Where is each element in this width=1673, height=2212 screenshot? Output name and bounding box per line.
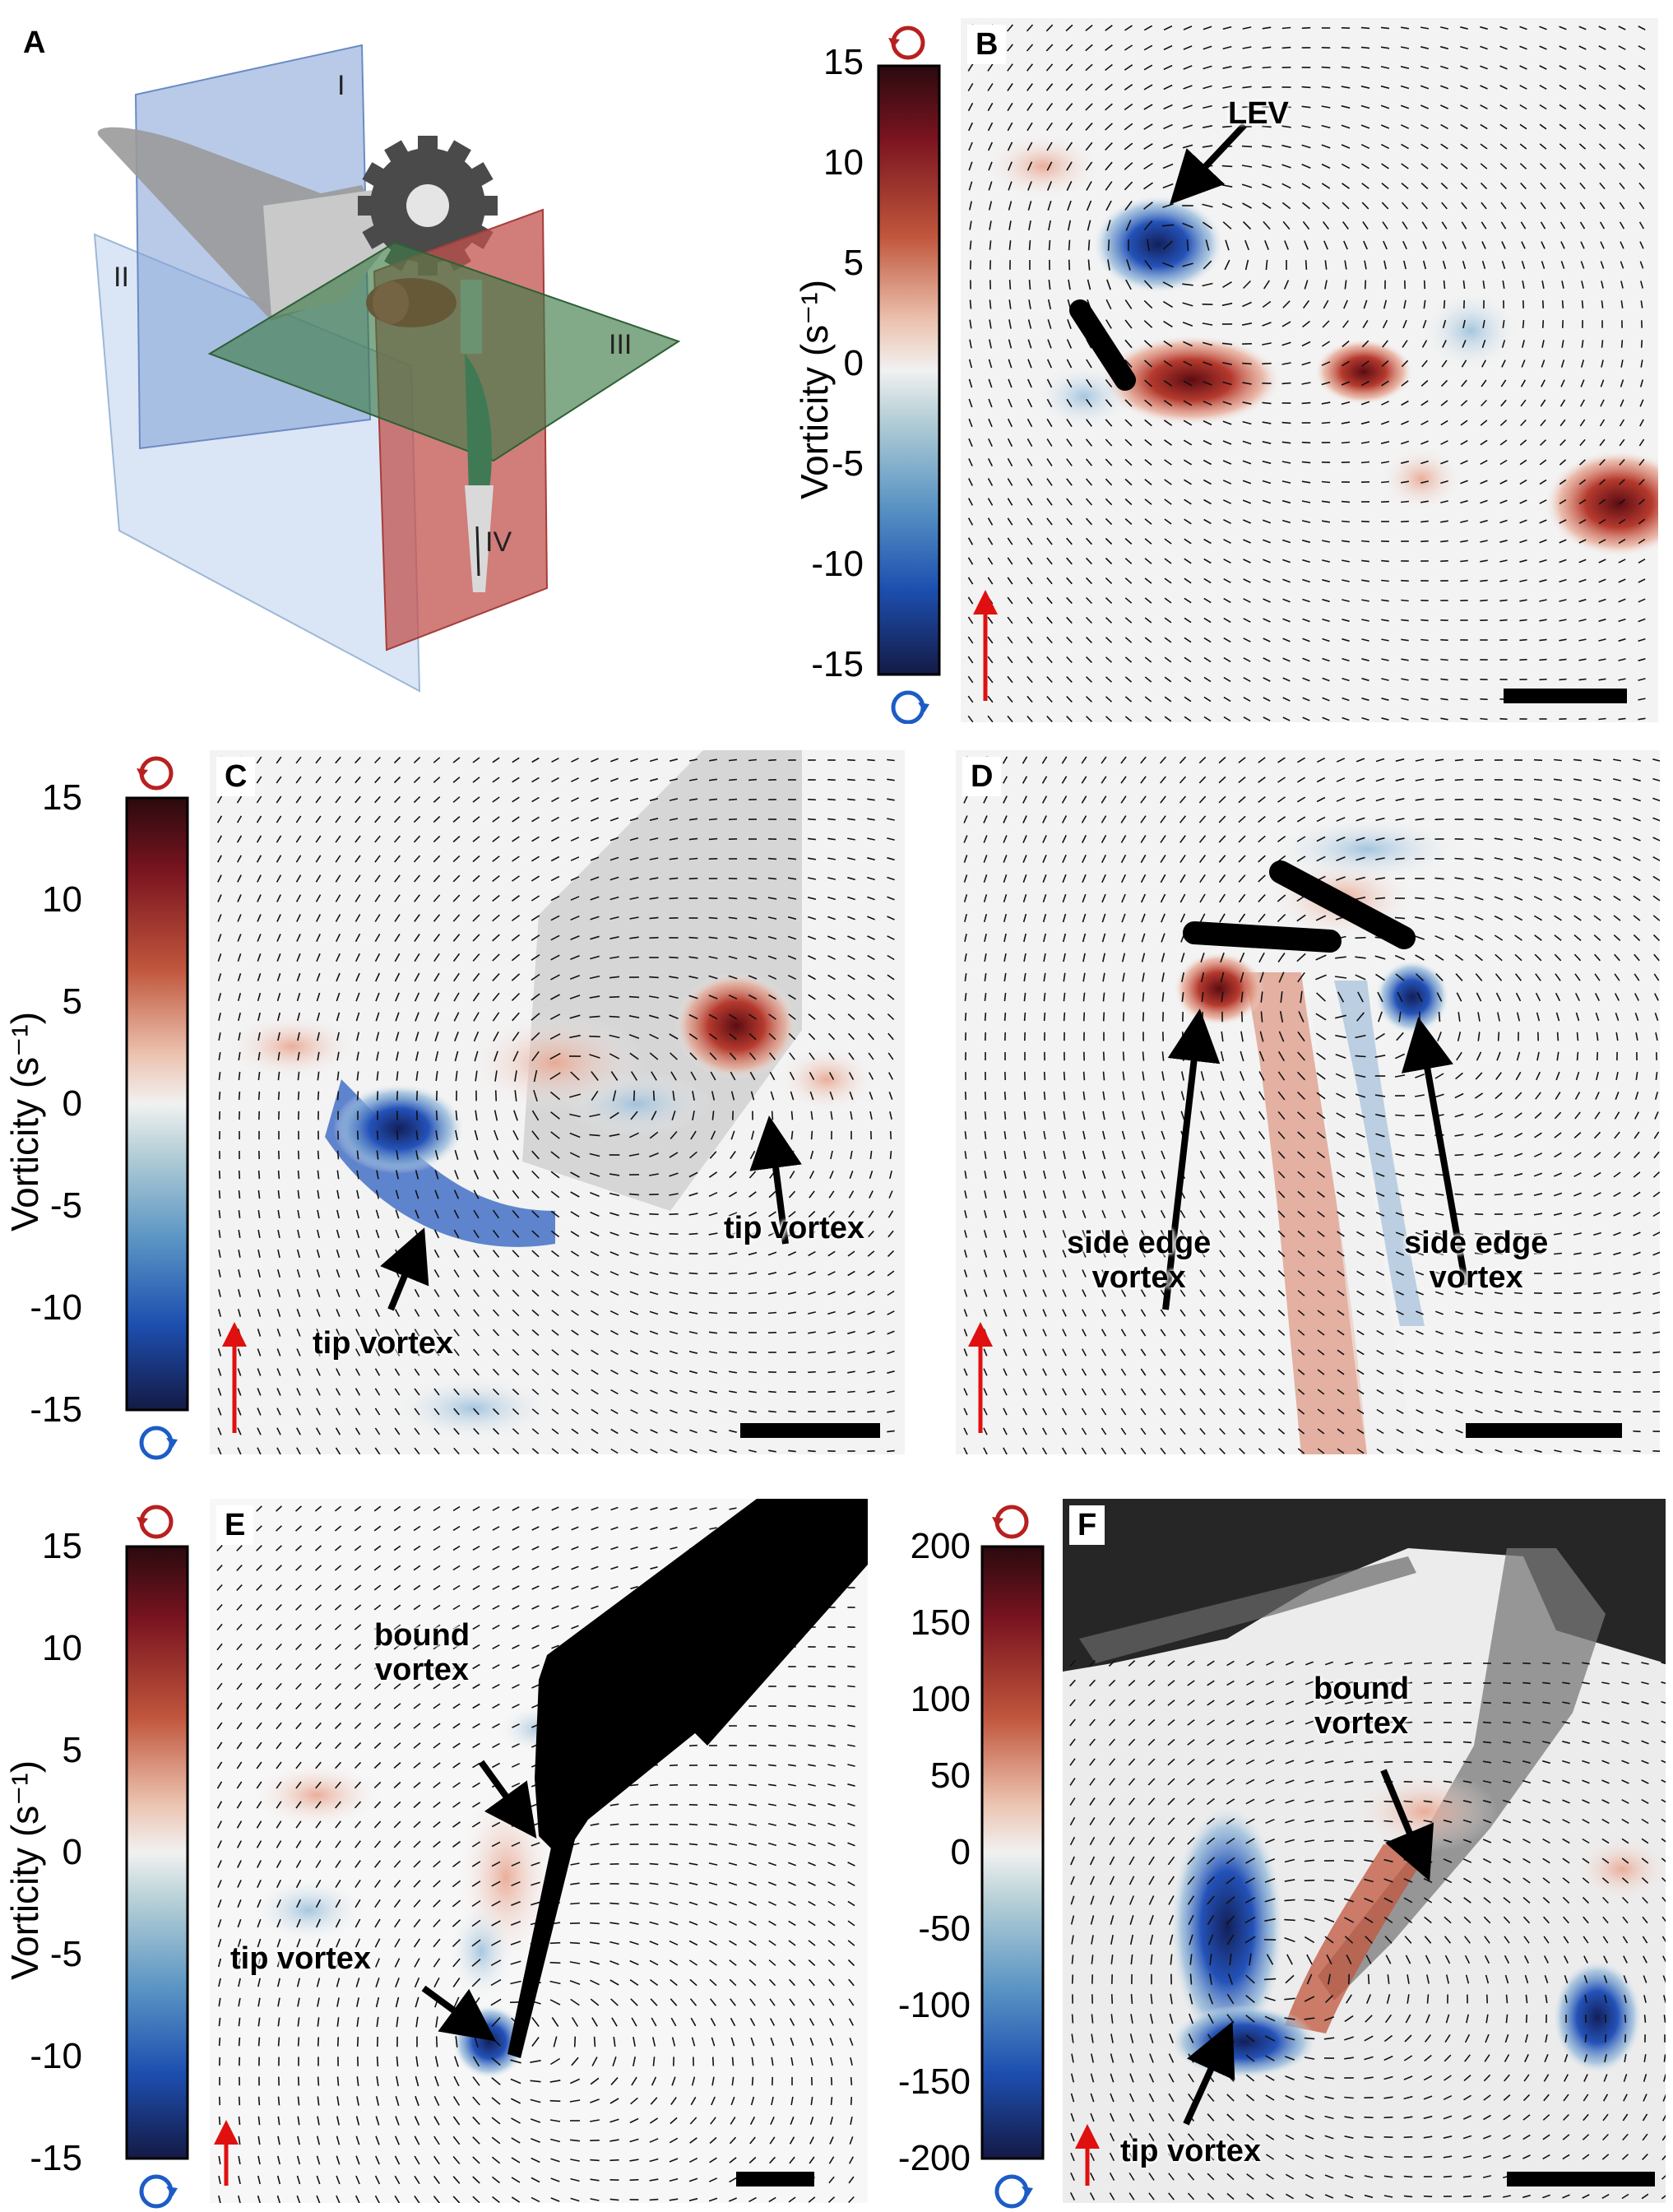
colorbar-tick-e-3: 0: [62, 1832, 82, 1872]
colorbar-tick-f-5: -50: [918, 1908, 971, 1949]
colorbar-tick-c-4: -5: [49, 1185, 82, 1226]
clockwise-rotation-icon: [891, 26, 925, 44]
colorbar-tick-f-8: -200: [897, 2138, 971, 2178]
colorbar-tick-e-6: -15: [30, 2138, 82, 2178]
annotation-tip-vortex-right: tip vortex: [724, 1211, 865, 1245]
panel-letter-a: A: [23, 26, 46, 60]
scale-bar-b: [1504, 689, 1627, 703]
panel-letter-f: F: [1069, 1505, 1105, 1545]
vector-layer-b: [967, 24, 1646, 722]
annotation-lev: LEV: [1228, 96, 1289, 131]
colorbar-tick-e-4: -5: [49, 1934, 82, 1974]
counterclockwise-rotation-icon: [891, 690, 925, 708]
colorbar-tick-b-4: -5: [831, 443, 864, 484]
panel-letter-e: E: [216, 1505, 254, 1545]
plane-label-iv: IV: [485, 526, 512, 558]
colorbar-tick-b-1: 10: [823, 142, 864, 183]
colorbar-tick-f-3: 50: [930, 1755, 971, 1796]
robot-arm-silhouette: [535, 1499, 868, 1853]
flow-field-c: C tip vortex tip vortex: [210, 750, 905, 1454]
annotation-tip-vortex-left: tip vortex: [313, 1326, 454, 1361]
plane-label-i: I: [337, 70, 345, 101]
panel-e: Vorticity (s⁻¹) 15 10 5 0 -5 -10 -15 E: [0, 1481, 872, 2212]
colorbar-tick-c-1: 10: [42, 879, 82, 920]
annotation-side-edge-vortex-left: side edge vortex: [1067, 1226, 1211, 1295]
panel-c: Vorticity (s⁻¹) 15 10 5 0 -5 -10 -15 C t…: [0, 740, 921, 1472]
colorbar-f: [980, 1505, 1045, 2209]
colorbar-tick-b-3: 0: [843, 343, 864, 383]
panel-b: Vorticity (s⁻¹) 15 10 5 0 -5 -10 -15 B L: [740, 0, 1673, 724]
annotation-bound-vortex-f: bound vortex: [1314, 1672, 1409, 1741]
panel-d: D side edge vortex side edge vortex: [921, 740, 1673, 1472]
panel-f: 200 150 100 50 0 -50 -100 -150 -200 F: [872, 1481, 1673, 2212]
plane-iii: [207, 241, 681, 462]
colorbar-tick-b-5: -10: [811, 544, 864, 584]
colorbar-tick-f-1: 150: [910, 1602, 971, 1643]
vector-layer-f: [1069, 1659, 1666, 2200]
wing-section-d-upper: [1269, 860, 1416, 949]
panel-letter-b: B: [967, 25, 1007, 64]
plane-label-ii: II: [114, 262, 129, 293]
colorbar-tick-e-0: 15: [42, 1526, 82, 1566]
scale-bar-d: [1466, 1423, 1622, 1438]
annotation-bound-vortex-e: bound vortex: [374, 1618, 470, 1687]
annotation-tip-vortex-e: tip vortex: [230, 1941, 372, 1976]
scale-bar-e: [736, 2172, 814, 2186]
colorbar-tick-f-6: -100: [897, 1985, 971, 2025]
wing-section-d-lower: [1183, 921, 1342, 953]
colorbar-tick-e-1: 10: [42, 1628, 82, 1668]
flow-field-b: B LEV: [961, 18, 1658, 722]
colorbar-e: [125, 1505, 189, 2209]
colorbar-tick-f-4: 0: [950, 1832, 971, 1872]
colorbar-tick-e-5: -10: [30, 2036, 82, 2076]
panel-letter-d: D: [962, 757, 1002, 796]
flow-field-d: D side edge vortex side edge vortex: [956, 750, 1660, 1454]
annotation-side-edge-vortex-right-text: side edge vortex: [1404, 1226, 1549, 1295]
colorbar-tick-b-2: 5: [843, 243, 864, 283]
colorbar-tick-b-6: -15: [811, 644, 864, 684]
flow-field-e: E bound vortex tip vortex: [210, 1499, 868, 2203]
annotation-side-edge-vortex-left-text: side edge vortex: [1067, 1226, 1212, 1295]
scale-bar-c: [740, 1423, 880, 1438]
annotation-bound-vortex-f-text: bound vortex: [1314, 1672, 1410, 1741]
colorbar-tick-c-3: 0: [62, 1083, 82, 1124]
wing-section-b: [1069, 299, 1136, 391]
colorbar-tick-c-2: 5: [62, 981, 82, 1022]
colorbar-tick-f-0: 200: [910, 1526, 971, 1566]
annotation-tip-vortex-f: tip vortex: [1120, 2134, 1262, 2168]
robot-schematic: [93, 44, 681, 693]
colorbar-tick-c-5: -10: [30, 1287, 82, 1328]
scale-bar-f: [1507, 2172, 1655, 2186]
annotation-bound-vortex-e-text: bound vortex: [374, 1618, 470, 1687]
colorbar-tick-e-2: 5: [62, 1730, 82, 1770]
plane-label-iii: III: [609, 329, 633, 360]
flow-field-f: F bound vortex tip vortex: [1063, 1499, 1666, 2203]
colorbar-tick-c-0: 15: [42, 777, 82, 818]
panel-a: A: [0, 0, 740, 724]
colorbar-tick-b-0: 15: [823, 42, 864, 82]
colorbar-tick-f-7: -150: [897, 2061, 971, 2102]
colorbar-c: [125, 756, 189, 1460]
panel-letter-c: C: [216, 757, 256, 796]
annotation-side-edge-vortex-right: side edge vortex: [1404, 1226, 1548, 1295]
colorbar-tick-f-2: 100: [910, 1679, 971, 1719]
vector-layer-d: [963, 756, 1660, 1454]
colorbar-tick-c-6: -15: [30, 1389, 82, 1430]
colorbar-b: [877, 26, 941, 724]
